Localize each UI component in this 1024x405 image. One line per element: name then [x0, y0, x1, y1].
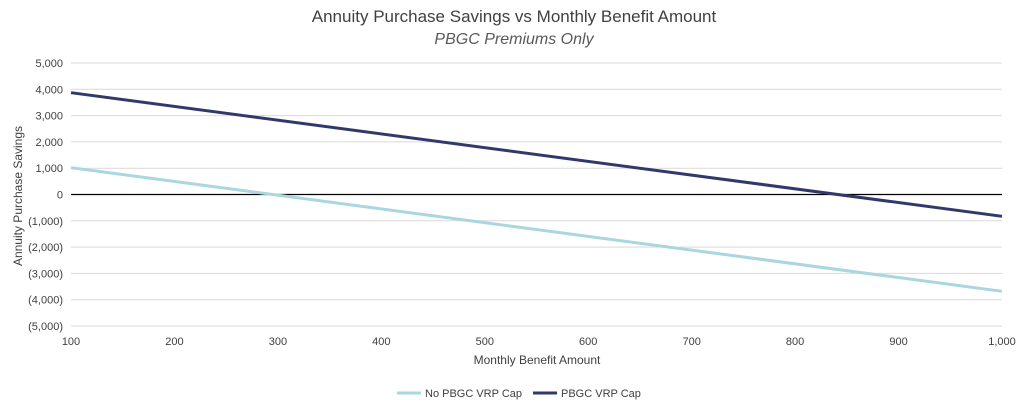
y-tick-label: 3,000 [35, 111, 63, 123]
x-tick-label: 600 [579, 336, 597, 348]
series-layer [70, 91, 1003, 293]
x-tick-label: 1,000 [988, 336, 1016, 348]
y-tick-label: (4,000) [28, 295, 63, 307]
y-tick-label: 2,000 [35, 137, 63, 149]
chart-subtitle: PBGC Premiums Only [434, 31, 594, 48]
y-tick-label: 4,000 [35, 84, 63, 96]
x-tick-label: 100 [62, 336, 80, 348]
y-tick-label: (2,000) [28, 242, 63, 254]
y-tick-label: 5,000 [35, 58, 63, 70]
y-axis-label: Annuity Purchase Savings [11, 126, 25, 266]
legend-label: PBGC VRP Cap [561, 388, 641, 400]
grid [71, 62, 1002, 327]
x-tick-label: 300 [269, 336, 287, 348]
y-tick-label: (3,000) [28, 268, 63, 280]
y-tick-label: (5,000) [28, 321, 63, 333]
series-line-1 [70, 91, 1003, 218]
x-tick-label: 900 [889, 336, 907, 348]
chart-title: Annuity Purchase Savings vs Monthly Bene… [312, 7, 717, 26]
y-tick-label: (1,000) [28, 216, 63, 228]
legend-label: No PBGC VRP Cap [425, 388, 522, 400]
x-tick-label: 700 [682, 336, 700, 348]
y-axis: 5,000 4,000 3,000 2,000 1,000 0 (1,000) (2,000)… [28, 58, 63, 333]
y-tick-label: 0 [57, 190, 63, 202]
x-tick-label: 500 [476, 336, 494, 348]
legend: No PBGC VRP Cap PBGC VRP Cap [397, 388, 641, 400]
y-tick-label: 1,000 [35, 163, 63, 175]
series-line-0 [70, 166, 1003, 293]
x-axis: 100 200 300 400 500 600 700 800 900 1,000 [62, 336, 1016, 348]
x-tick-label: 400 [372, 336, 390, 348]
x-tick-label: 200 [165, 336, 183, 348]
x-tick-label: 800 [786, 336, 804, 348]
x-axis-label: Monthly Benefit Amount [474, 353, 601, 367]
